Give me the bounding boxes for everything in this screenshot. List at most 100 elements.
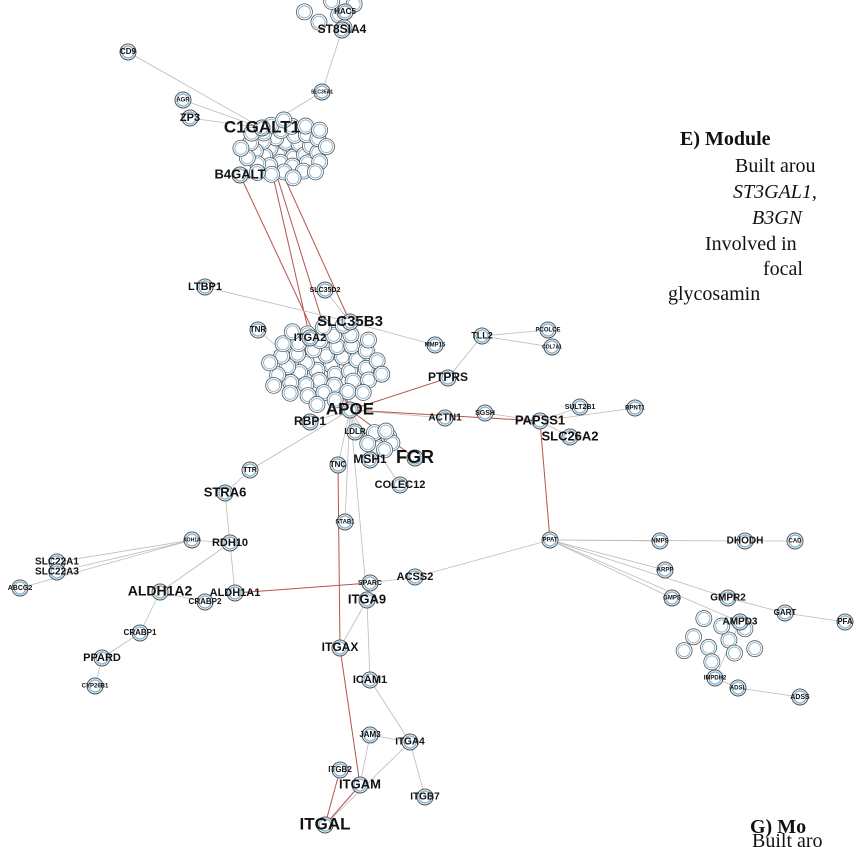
node-label: C1GALT1 (224, 117, 300, 136)
edge (484, 412, 541, 422)
node-label: ITGAX (322, 640, 359, 654)
node-inner (733, 615, 747, 629)
edge (539, 420, 551, 541)
node-label: GMPR2 (710, 593, 746, 604)
annotation: ST3GAL1, (733, 181, 817, 203)
annotation: glycosamin (668, 283, 760, 305)
node-label: ADSS (790, 694, 810, 701)
node-inner (343, 315, 357, 329)
node-label: ALDH1A1 (210, 587, 261, 599)
node-label: PFA (837, 617, 853, 626)
node-label: PPARD (83, 652, 121, 664)
node-inner (727, 646, 741, 660)
node-inner (702, 640, 716, 654)
node-label: RDH10 (212, 537, 248, 549)
node-label: AGR (176, 98, 190, 104)
node-label: ITGB2 (328, 765, 352, 774)
node-inner (658, 563, 672, 577)
edge (349, 409, 446, 419)
node-inner (545, 340, 559, 354)
edge (549, 539, 746, 542)
node-inner (176, 93, 190, 107)
node-inner (543, 533, 557, 547)
node-inner (363, 576, 377, 590)
edge (366, 599, 371, 681)
node-inner (335, 23, 349, 37)
node-inner (277, 113, 291, 127)
node-label: TLL2 (471, 330, 493, 340)
node-label: GART (774, 608, 797, 617)
node-label: NMPS (651, 539, 668, 545)
node-inner (428, 338, 442, 352)
node-inner (303, 415, 317, 429)
annotations: E) Module Built arou ST3GAL1, B3GN Involved … (668, 128, 823, 847)
node-label: TNC (330, 460, 347, 469)
node-inner (95, 651, 109, 665)
node-label: LDLR (344, 427, 366, 436)
annotation: Involved in (705, 233, 797, 255)
node-inner (267, 378, 281, 392)
node-label: SLC35A1 (311, 89, 333, 95)
node-inner (628, 401, 642, 415)
node-inner (315, 85, 329, 99)
edge (737, 687, 801, 698)
node-inner (316, 320, 330, 334)
edge (321, 29, 343, 93)
node-inner (50, 565, 64, 579)
node-inner (153, 585, 167, 599)
nodes: CD9 ST8SIA4 HAC5 SLC35A1 AGR ZP3 C1GALT1 B4GALT… (8, 3, 854, 834)
edge (249, 409, 351, 471)
node-label: CYP26B1 (82, 684, 109, 690)
node-label: ITGAM (339, 776, 381, 791)
edge (414, 539, 551, 578)
edge (127, 51, 263, 129)
node-inner (233, 168, 247, 182)
node-label: ALDH1A2 (128, 583, 193, 599)
edge (549, 539, 741, 623)
node-label: SPARC (358, 580, 382, 587)
node-inner (441, 371, 455, 385)
node-inner (223, 536, 237, 550)
node-inner (234, 141, 248, 155)
node-inner (133, 626, 147, 640)
node-label: STAB1 (335, 520, 355, 526)
node-inner (313, 123, 327, 137)
node-inner (333, 763, 347, 777)
node-inner (255, 121, 269, 135)
edge (324, 769, 341, 826)
node-inner (370, 354, 384, 368)
node-label: ITGAL (300, 814, 351, 833)
node-inner (263, 356, 277, 370)
node-inner (361, 437, 375, 451)
node-inner (338, 5, 352, 19)
node-inner (297, 5, 311, 19)
edge (549, 539, 729, 599)
node-label: CRABP2 (189, 597, 222, 606)
node-inner (325, 0, 339, 8)
edge (369, 679, 411, 743)
node-label: SLC35B3 (317, 313, 383, 330)
node-inner (283, 386, 297, 400)
node-inner (687, 630, 701, 644)
node-inner (319, 348, 333, 362)
node-inner (286, 171, 300, 185)
node-inner (308, 165, 322, 179)
node-label: CAD (789, 539, 803, 545)
edge (447, 335, 483, 379)
edge (549, 539, 673, 599)
node-label: ZP3 (180, 112, 200, 124)
node-inner (697, 612, 711, 626)
node-inner (185, 533, 199, 547)
node-label: ST8SIA4 (318, 22, 367, 36)
edge (337, 409, 351, 466)
edge (549, 539, 666, 571)
node-inner (705, 655, 719, 669)
node-inner (793, 690, 807, 704)
node-inner (478, 406, 492, 420)
node-label: SLC26A2 (541, 428, 598, 443)
node-label: SLC22A3 (35, 567, 79, 578)
node-inner (250, 165, 264, 179)
node-label: DHODH (727, 536, 764, 547)
node-inner (738, 534, 752, 548)
